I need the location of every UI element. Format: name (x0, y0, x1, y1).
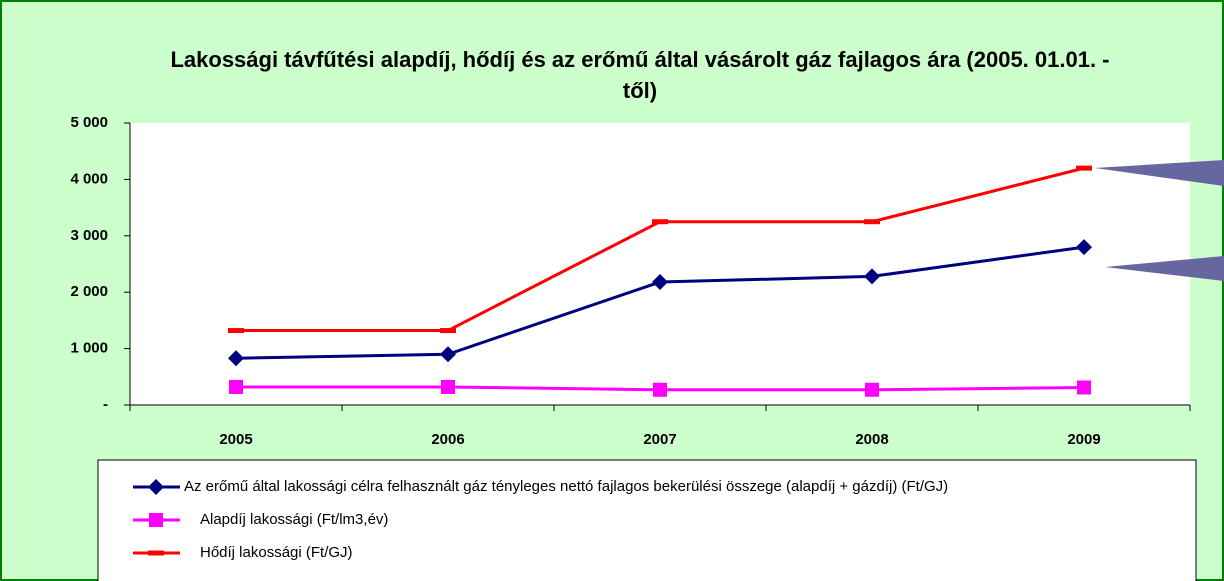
callout (1095, 160, 1224, 186)
point (228, 328, 244, 334)
point (440, 328, 456, 334)
point (652, 219, 668, 225)
y-tick-label: 5 000 (70, 114, 108, 131)
y-tick-label: - (103, 396, 108, 413)
point (441, 379, 455, 394)
point (229, 379, 243, 394)
plot-area (130, 123, 1190, 405)
point (865, 382, 879, 397)
point (1076, 165, 1092, 171)
callout (1105, 256, 1224, 281)
legend-marker (148, 550, 164, 556)
point (1076, 239, 1092, 256)
legend-label: Az erőmű által lakossági célra felhaszná… (184, 478, 948, 495)
x-tick-label: 2005 (219, 431, 252, 448)
x-tick-label: 2009 (1067, 431, 1100, 448)
legend-label: Alapdíj lakossági (Ft/lm3,év) (200, 511, 388, 528)
point (1077, 380, 1091, 395)
point (652, 274, 668, 291)
point (653, 382, 667, 397)
y-tick-label: 3 000 (70, 227, 108, 244)
legend-marker (149, 513, 163, 527)
y-tick-label: 4 000 (70, 170, 108, 187)
x-tick-label: 2007 (643, 431, 676, 448)
y-tick-label: 2 000 (70, 283, 108, 300)
point (440, 346, 456, 363)
point (864, 219, 880, 225)
legend-box (97, 459, 1197, 581)
point (864, 268, 880, 285)
point (228, 350, 244, 367)
x-tick-label: 2006 (431, 431, 464, 448)
x-tick-label: 2008 (855, 431, 888, 448)
legend-label: Hődíj lakossági (Ft/GJ) (200, 544, 353, 561)
y-tick-label: 1 000 (70, 340, 108, 357)
chart-title: Lakossági távfűtési alapdíj, hődíj és az… (170, 47, 1110, 103)
legend-marker (148, 479, 164, 495)
